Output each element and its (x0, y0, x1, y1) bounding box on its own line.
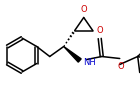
Text: O: O (117, 61, 124, 71)
Text: O: O (80, 5, 87, 14)
Polygon shape (64, 47, 81, 62)
Text: O: O (96, 26, 103, 35)
Text: NH: NH (83, 58, 95, 67)
